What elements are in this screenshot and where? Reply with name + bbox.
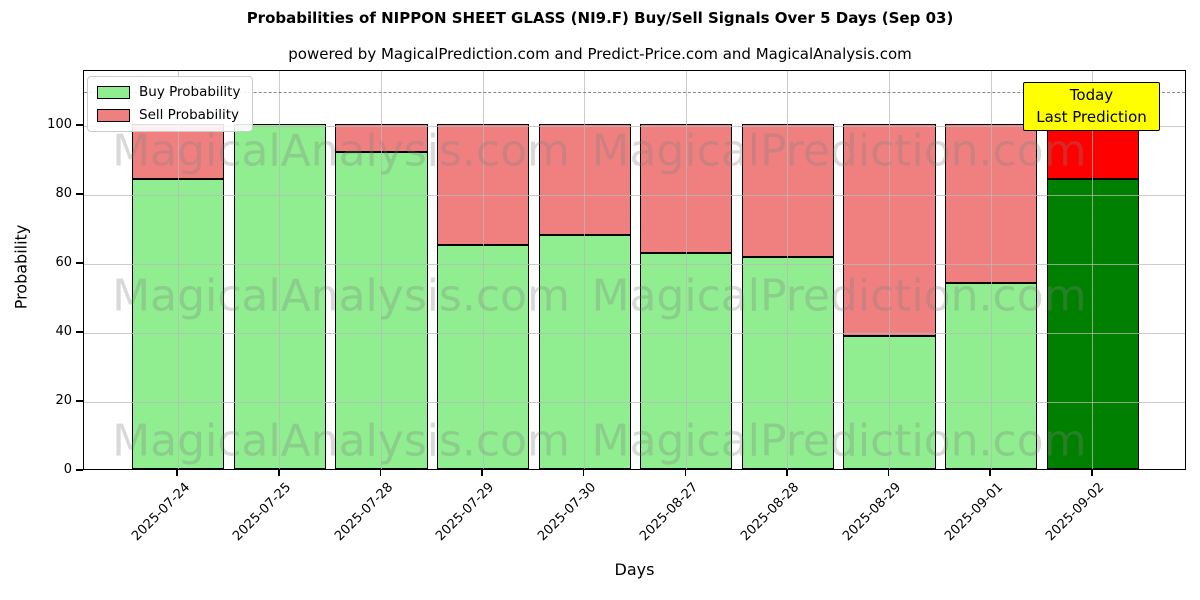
plot-area: Buy Probability Sell Probability Today L… <box>83 70 1186 470</box>
today-annotation: Today Last Prediction <box>1023 82 1160 131</box>
x-gridline-5 <box>685 71 687 469</box>
x-tick-label-1: 2025-07-25 <box>230 480 295 545</box>
watermark-analysis-1: MagicalAnalysis.com <box>112 270 570 322</box>
y-gridline-20 <box>84 401 1185 403</box>
legend: Buy Probability Sell Probability <box>87 76 254 132</box>
y-tick-label-40: 40 <box>55 323 72 339</box>
y-tick-label-0: 0 <box>63 461 72 477</box>
y-gridline-60 <box>84 263 1185 265</box>
y-gridline-40 <box>84 332 1185 334</box>
y-tick-label-80: 80 <box>55 185 72 201</box>
legend-row-buy: Buy Probability <box>97 84 240 100</box>
watermark-prediction-0: MagicalPrediction.com <box>591 125 1087 177</box>
x-tick-7 <box>887 470 890 476</box>
x-gridline-0 <box>177 71 179 469</box>
x-tick-label-0: 2025-07-24 <box>128 480 193 545</box>
today-annotation-line2: Last Prediction <box>1036 108 1147 126</box>
watermark-prediction-2: MagicalPrediction.com <box>591 415 1087 467</box>
x-tick-0 <box>176 470 178 476</box>
chart-subtitle: powered by MagicalPrediction.com and Pre… <box>288 45 912 63</box>
x-tick-5 <box>684 470 687 476</box>
x-tick-label-9: 2025-09-02 <box>1043 480 1108 545</box>
x-gridline-6 <box>787 71 789 469</box>
x-tick-1 <box>278 470 280 476</box>
today-annotation-line1: Today <box>1069 86 1114 104</box>
legend-swatch-sell <box>97 108 130 122</box>
x-tick-label-3: 2025-07-29 <box>433 480 498 545</box>
legend-label-sell: Sell Probability <box>139 107 240 123</box>
y-tick-0 <box>76 469 83 471</box>
y-tick-label-100: 100 <box>47 116 72 132</box>
y-gridline-80 <box>84 194 1185 196</box>
x-gridline-2 <box>380 71 382 469</box>
x-gridline-8 <box>990 71 992 469</box>
x-tick-label-8: 2025-09-01 <box>941 480 1006 545</box>
y-tick-label-60: 60 <box>55 254 72 270</box>
y-tick-100 <box>76 124 83 126</box>
legend-label-buy: Buy Probability <box>139 84 241 100</box>
x-gridline-1 <box>279 71 281 469</box>
y-tick-60 <box>76 262 83 264</box>
x-gridline-7 <box>889 71 891 469</box>
y-tick-80 <box>76 193 83 195</box>
legend-row-sell: Sell Probability <box>97 107 240 123</box>
y-tick-label-20: 20 <box>55 392 72 408</box>
x-tick-6 <box>786 470 788 476</box>
watermark-analysis-2: MagicalAnalysis.com <box>112 415 570 467</box>
x-tick-9 <box>1091 470 1093 476</box>
x-tick-label-7: 2025-08-29 <box>840 480 905 545</box>
chart-title: Probabilities of NIPPON SHEET GLASS (NI9… <box>246 9 954 27</box>
x-tick-4 <box>582 470 585 476</box>
x-tick-3 <box>481 470 483 476</box>
x-gridline-3 <box>482 71 484 469</box>
watermark-analysis-0: MagicalAnalysis.com <box>112 125 570 177</box>
x-tick-label-2: 2025-07-28 <box>331 480 397 545</box>
y-gridline-100 <box>84 125 1185 127</box>
x-tick-2 <box>379 470 382 476</box>
y-tick-40 <box>76 331 83 333</box>
x-tick-label-5: 2025-08-27 <box>636 480 701 545</box>
x-gridline-9 <box>1092 71 1094 469</box>
watermark-prediction-1: MagicalPrediction.com <box>591 270 1087 322</box>
x-gridline-4 <box>584 71 586 469</box>
y-tick-20 <box>76 400 83 402</box>
x-tick-label-4: 2025-07-30 <box>535 480 600 545</box>
legend-swatch-buy <box>97 85 130 99</box>
x-tick-label-6: 2025-08-28 <box>738 480 803 545</box>
x-axis-title: Days <box>614 560 655 579</box>
dashed-guide-line <box>84 91 1185 93</box>
x-tick-8 <box>989 470 991 476</box>
